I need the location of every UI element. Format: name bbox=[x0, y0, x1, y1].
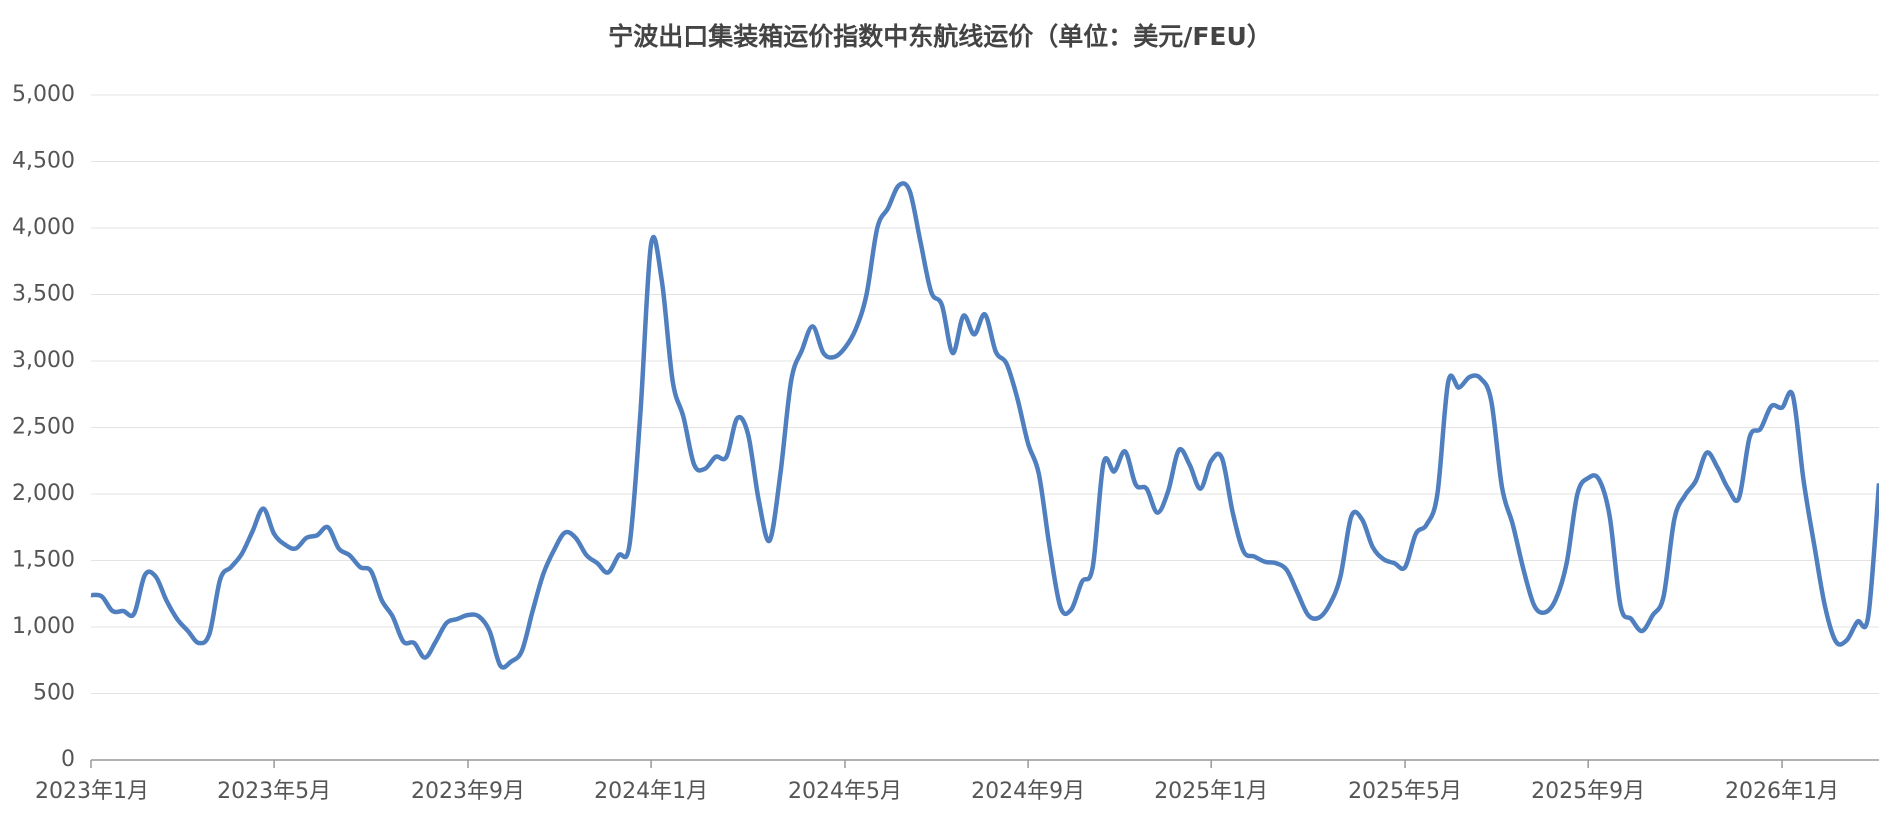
y-tick-label: 500 bbox=[33, 681, 75, 706]
x-tick-label: 2024年9月 bbox=[971, 779, 1085, 804]
y-tick-label: 4,000 bbox=[12, 215, 75, 240]
y-tick-label: 3,000 bbox=[12, 348, 75, 373]
chart-title: 宁波出口集装箱运价指数中东航线运价（单位：美元/FEU） bbox=[608, 22, 1272, 51]
x-tick-label: 2023年1月 bbox=[35, 779, 149, 804]
x-tick-label: 2025年1月 bbox=[1154, 779, 1268, 804]
x-tick-label: 2023年9月 bbox=[411, 779, 525, 804]
x-tick-label: 2024年5月 bbox=[788, 779, 902, 804]
y-tick-label: 2,000 bbox=[12, 481, 75, 506]
x-tick-label: 2025年5月 bbox=[1348, 779, 1462, 804]
x-tick-label: 2024年1月 bbox=[594, 779, 708, 804]
y-tick-label: 3,500 bbox=[12, 282, 75, 307]
x-tick-label: 2026年1月 bbox=[1725, 779, 1839, 804]
y-tick-label: 4,500 bbox=[12, 149, 75, 174]
series-line bbox=[90, 181, 1879, 670]
x-tick-label: 2025年9月 bbox=[1531, 779, 1645, 804]
y-tick-label: 5,000 bbox=[12, 82, 75, 107]
x-tick-label: 2023年5月 bbox=[217, 779, 331, 804]
y-tick-label: 2,500 bbox=[12, 415, 75, 440]
y-tick-label: 0 bbox=[61, 747, 75, 772]
y-tick-label: 1,500 bbox=[12, 548, 75, 573]
y-tick-label: 1,000 bbox=[12, 614, 75, 639]
